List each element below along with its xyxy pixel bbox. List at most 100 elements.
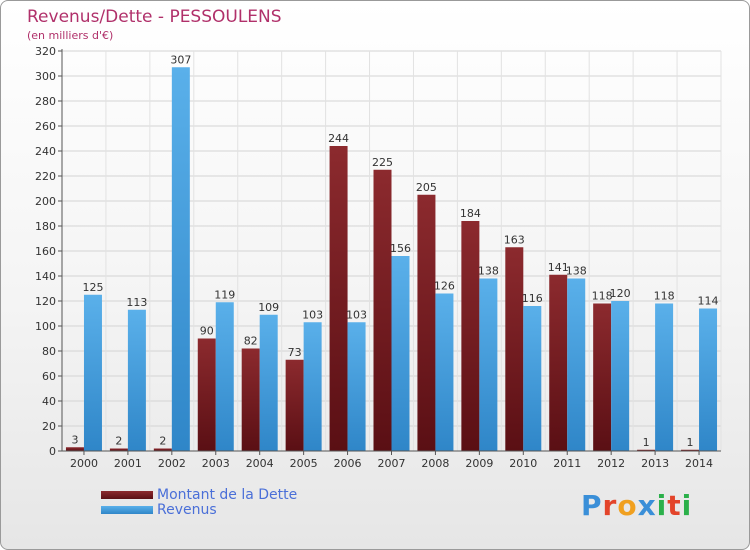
y-tick-label: 220 bbox=[35, 170, 56, 183]
y-tick-label: 140 bbox=[35, 270, 56, 283]
bar-revenus bbox=[303, 322, 322, 451]
proxiti-logo: Proxiti bbox=[581, 489, 692, 522]
data-label-revenus: 109 bbox=[258, 301, 279, 314]
bar-dette bbox=[109, 448, 128, 451]
data-label-dette: 82 bbox=[244, 335, 258, 348]
data-label-revenus: 307 bbox=[170, 53, 191, 66]
y-tick-label: 80 bbox=[42, 345, 56, 358]
x-tick-label: 2002 bbox=[158, 457, 186, 470]
data-label-revenus: 103 bbox=[302, 308, 323, 321]
y-tick-label: 280 bbox=[35, 95, 56, 108]
x-tick-label: 2006 bbox=[334, 457, 362, 470]
bar-revenus bbox=[435, 293, 454, 451]
x-tick-label: 2013 bbox=[641, 457, 669, 470]
logo-letter: x bbox=[637, 489, 657, 522]
bar-revenus bbox=[127, 309, 146, 451]
logo-letter: r bbox=[602, 489, 618, 522]
bar-dette bbox=[637, 449, 656, 451]
data-label-dette: 205 bbox=[416, 181, 437, 194]
data-label-revenus: 103 bbox=[346, 308, 367, 321]
logo-letter: i bbox=[656, 489, 668, 522]
bar-dette bbox=[197, 338, 216, 451]
legend-item-revenus: Revenus bbox=[101, 502, 217, 518]
data-labels: 3 125 2 113 2 307 90 119 82 109 73 103 244 103 225 156 2… bbox=[71, 53, 718, 449]
x-tick-label: 2010 bbox=[509, 457, 537, 470]
bar-dette bbox=[505, 247, 524, 451]
bar-revenus bbox=[171, 67, 190, 451]
bar-dette bbox=[373, 169, 392, 451]
x-tick-label: 2004 bbox=[246, 457, 274, 470]
data-label-dette: 90 bbox=[200, 325, 214, 338]
chart-title: Revenus/Dette - PESSOULENS bbox=[27, 7, 282, 27]
legend-label-dette: Montant de la Dette bbox=[157, 487, 298, 503]
data-label-dette: 3 bbox=[71, 433, 78, 446]
data-label-revenus: 156 bbox=[390, 242, 411, 255]
data-label-dette: 1 bbox=[687, 436, 694, 449]
legend-label-revenus: Revenus bbox=[157, 502, 217, 518]
y-tick-label: 100 bbox=[35, 320, 56, 333]
bar-dette bbox=[549, 274, 568, 451]
bar-revenus bbox=[83, 294, 102, 451]
logo-letter: o bbox=[617, 489, 638, 522]
y-tick-label: 20 bbox=[42, 420, 56, 433]
x-tick-label: 2000 bbox=[70, 457, 98, 470]
bar-dette bbox=[65, 447, 84, 451]
data-label-dette: 244 bbox=[328, 132, 349, 145]
legend-swatch-revenus bbox=[101, 506, 153, 514]
y-tick-label: 300 bbox=[35, 70, 56, 83]
data-label-revenus: 116 bbox=[522, 292, 543, 305]
data-label-revenus: 114 bbox=[698, 295, 719, 308]
y-tick-label: 120 bbox=[35, 295, 56, 308]
data-label-dette: 118 bbox=[592, 290, 613, 303]
x-tick-label: 2007 bbox=[378, 457, 406, 470]
x-tick-label: 2003 bbox=[202, 457, 230, 470]
bar-dette bbox=[593, 303, 612, 451]
data-label-dette: 1 bbox=[643, 436, 650, 449]
data-label-revenus: 118 bbox=[654, 290, 675, 303]
x-tick-label: 2011 bbox=[553, 457, 581, 470]
axes: 0 20 40 60 80 100 120 140 160 180 200 220 240 260 280 3… bbox=[35, 45, 721, 470]
bar-revenus bbox=[523, 306, 542, 451]
y-tick-label: 320 bbox=[35, 45, 56, 58]
bar-revenus bbox=[347, 322, 366, 451]
data-label-revenus: 119 bbox=[214, 288, 235, 301]
bar-dette bbox=[153, 448, 172, 451]
bar-revenus bbox=[699, 308, 718, 451]
bar-revenus bbox=[259, 314, 278, 451]
x-tick-label: 2014 bbox=[685, 457, 713, 470]
data-label-dette: 141 bbox=[548, 261, 569, 274]
bar-dette bbox=[285, 359, 304, 451]
y-tick-label: 180 bbox=[35, 220, 56, 233]
data-label-dette: 2 bbox=[159, 435, 166, 448]
y-tick-label: 40 bbox=[42, 395, 56, 408]
x-tick-label: 2001 bbox=[114, 457, 142, 470]
bar-revenus bbox=[391, 256, 410, 451]
bars bbox=[65, 67, 718, 451]
bar-dette bbox=[417, 194, 436, 451]
y-tick-label: 200 bbox=[35, 195, 56, 208]
logo-letter: i bbox=[681, 489, 693, 522]
x-tick-label: 2005 bbox=[290, 457, 318, 470]
x-tick-label: 2009 bbox=[465, 457, 493, 470]
data-label-revenus: 138 bbox=[566, 265, 587, 278]
data-label-dette: 225 bbox=[372, 156, 393, 169]
data-label-dette: 184 bbox=[460, 207, 481, 220]
data-label-revenus: 113 bbox=[126, 296, 147, 309]
bar-revenus bbox=[611, 301, 630, 451]
legend-item-dette: Montant de la Dette bbox=[101, 487, 297, 503]
bar-revenus bbox=[655, 303, 674, 451]
data-label-revenus: 138 bbox=[478, 265, 499, 278]
y-tick-label: 260 bbox=[35, 120, 56, 133]
data-label-dette: 2 bbox=[115, 435, 122, 448]
y-tick-label: 240 bbox=[35, 145, 56, 158]
x-tick-label: 2012 bbox=[597, 457, 625, 470]
data-label-revenus: 126 bbox=[434, 280, 455, 293]
legend-swatch-dette bbox=[101, 491, 153, 499]
data-label-revenus: 120 bbox=[610, 287, 631, 300]
bar-dette bbox=[241, 348, 260, 451]
logo-letter: P bbox=[581, 489, 603, 522]
bar-dette bbox=[461, 221, 480, 451]
y-tick-label: 60 bbox=[42, 370, 56, 383]
